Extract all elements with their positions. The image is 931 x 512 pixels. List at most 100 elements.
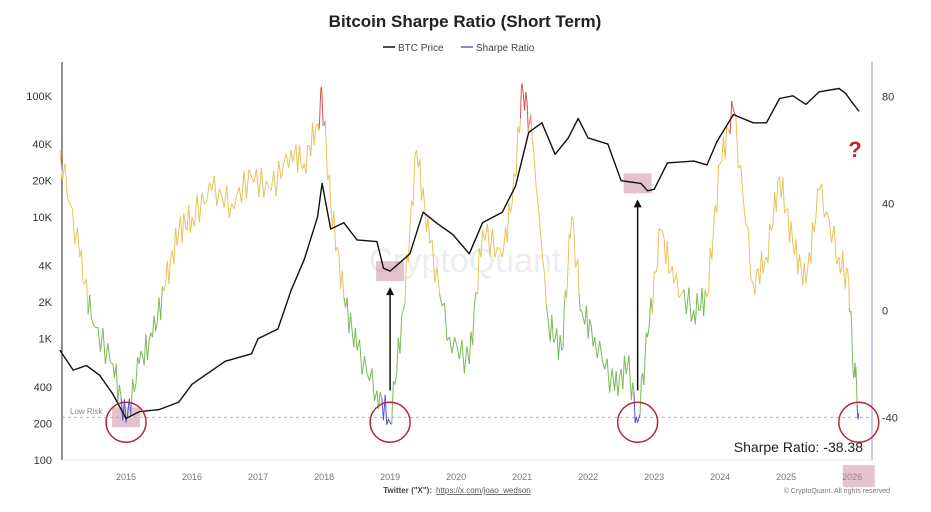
sharpe-segment (89, 294, 92, 318)
sharpe-segment (133, 383, 137, 392)
sharpe-segment (87, 294, 91, 315)
sharpe-segment (530, 114, 533, 137)
sharpe-segment (491, 228, 496, 258)
sharpe-segment (501, 245, 505, 258)
sharpe-segment (563, 290, 566, 308)
sharpe-segment (663, 238, 667, 265)
sharpe-segment (115, 363, 119, 402)
sharpe-segment (325, 148, 328, 180)
sharpe-segment (324, 120, 327, 149)
y-left-tick-label: 4K (39, 261, 53, 273)
btc-price-point (343, 222, 345, 224)
sharpe-segment (451, 337, 455, 354)
sharpe-segment (630, 382, 634, 401)
btc-price-point (468, 253, 470, 255)
footer-twitter-link[interactable]: https://x.com/joao_wedson (436, 486, 531, 495)
sharpe-segment (553, 339, 556, 343)
sharpe-segment (213, 176, 218, 207)
btc-price-point (112, 393, 114, 395)
sharpe-segment (401, 310, 404, 317)
sharpe-segment (724, 126, 728, 160)
sharpe-segment (807, 251, 810, 270)
sharpe-segment (525, 91, 528, 103)
sharpe-segment (569, 216, 573, 239)
sharpe-segment (407, 228, 411, 262)
sharpe-segment (716, 165, 720, 213)
sharpe-segment (127, 398, 130, 414)
sharpe-segment (453, 337, 458, 347)
sharpe-segment (477, 247, 480, 295)
sharpe-segment (573, 232, 576, 268)
sharpe-segment (399, 316, 403, 354)
sharpe-segment (668, 270, 672, 274)
sharpe-segment (118, 384, 122, 398)
sharpe-segment (62, 163, 66, 180)
sharpe-segment (566, 270, 569, 299)
sharpe-segment (71, 208, 76, 245)
sharpe-segment (652, 271, 655, 314)
sharpe-segment (648, 298, 652, 327)
sharpe-segment (661, 230, 665, 239)
sharpe-segment (632, 382, 635, 392)
sharpe-segment (735, 115, 739, 169)
sharpe-segment (703, 289, 706, 317)
sharpe-segment (678, 293, 682, 299)
sharpe-segment (330, 203, 333, 227)
sharpe-segment (805, 269, 809, 284)
sharpe-segment (69, 204, 73, 209)
sharpe-segment (351, 330, 355, 348)
btc-price-point (567, 137, 569, 139)
btc-price-point (257, 338, 259, 340)
sharpe-segment (524, 91, 527, 111)
sharpe-segment (387, 418, 391, 423)
sharpe-segment (704, 289, 708, 298)
sharpe-segment (221, 195, 225, 208)
sharpe-segment (506, 202, 510, 243)
sharpe-segment (655, 265, 658, 273)
sharpe-segment (625, 363, 629, 375)
sharpe-segment (587, 319, 591, 339)
y-left-tick-label: 40K (32, 139, 52, 151)
sharpe-segment (132, 378, 135, 392)
x-tick-label: 2021 (512, 472, 532, 482)
btc-price-point (851, 101, 853, 104)
sharpe-segment (813, 217, 817, 233)
btc-price-point (290, 289, 292, 291)
sharpe-segment (839, 269, 842, 274)
sharpe-segment (562, 307, 565, 349)
btc-price-point (250, 353, 253, 355)
sharpe-segment (381, 397, 384, 421)
btc-price-point (138, 411, 140, 413)
sharpe-segment (690, 310, 695, 322)
sharpe-segment (836, 256, 840, 265)
sharpe-segment (318, 115, 321, 129)
sharpe-segment (444, 302, 448, 341)
sharpe-segment (297, 145, 300, 173)
sharpe-segment (797, 254, 800, 275)
sharpe-segment (343, 296, 347, 308)
sharpe-segment (253, 169, 257, 183)
sharpe-segment (718, 163, 721, 166)
sharpe-segment (537, 204, 541, 231)
btc-price-point (587, 137, 589, 139)
sharpe-segment (354, 327, 358, 351)
btc-price-point (303, 258, 305, 260)
x-tick-label: 2024 (710, 472, 730, 482)
btc-price-point (706, 164, 708, 166)
sharpe-segment (499, 248, 503, 258)
sharpe-segment (280, 163, 285, 179)
sharpe-segment (760, 251, 764, 274)
sharpe-segment (216, 188, 220, 207)
sharpe-segment (173, 228, 177, 265)
x-tick-label: 2020 (446, 472, 466, 482)
y-left-tick-label: 200 (34, 418, 52, 430)
sharpe-segment (349, 312, 353, 331)
y-left-tick-label: 100 (34, 455, 52, 467)
sharpe-segment (313, 127, 317, 146)
sharpe-segment (604, 358, 608, 370)
sharpe-segment (494, 247, 498, 258)
arrow-head (633, 199, 642, 208)
sharpe-segment (742, 199, 747, 224)
sharpe-segment (847, 269, 850, 284)
sharpe-segment (694, 293, 698, 325)
